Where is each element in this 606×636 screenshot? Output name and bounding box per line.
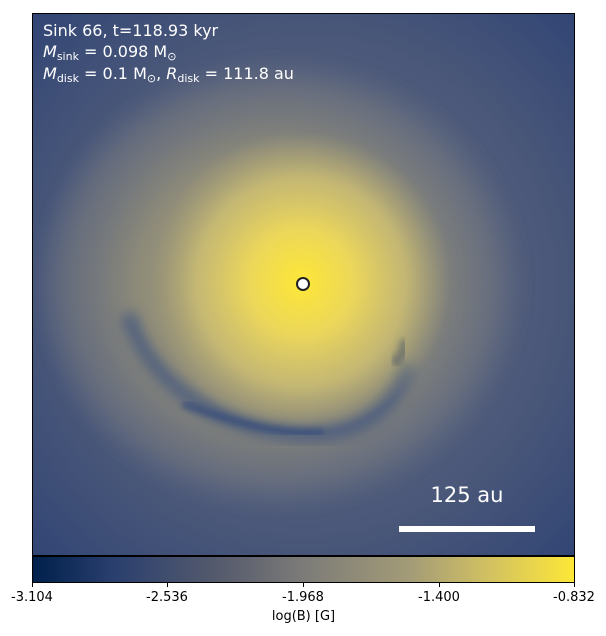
- scale-bar-label: 125 au: [430, 483, 504, 507]
- colorbar-label: log(B) [G]: [271, 609, 336, 624]
- colorbar-tick: [303, 583, 304, 587]
- disk-properties-line: Mdisk = 0.1 M⊙, Rdisk = 111.8 au: [43, 64, 294, 85]
- colorbar-tick: [32, 583, 33, 587]
- scale-bar: [399, 526, 535, 532]
- colorbar-tick: [439, 583, 440, 587]
- colorbar-tick-label: -2.536: [146, 590, 188, 605]
- colorbar: [32, 556, 575, 583]
- colorbar-tick-label: -1.968: [282, 590, 324, 605]
- magnetic-field-map: Sink 66, t=118.93 kyr Msink = 0.098 M⊙ M…: [32, 13, 575, 556]
- colorbar-tick: [574, 583, 575, 587]
- field-map-image: [33, 14, 574, 555]
- colorbar-tick-label: -3.104: [11, 590, 53, 605]
- sink-info-line: Sink 66, t=118.93 kyr: [43, 21, 219, 40]
- sink-mass-line: Msink = 0.098 M⊙: [43, 42, 177, 63]
- sink-marker-icon: [296, 277, 310, 291]
- colorbar-tick: [167, 583, 168, 587]
- colorbar-tick-label: -0.832: [553, 590, 595, 605]
- colorbar-tick-label: -1.400: [418, 590, 460, 605]
